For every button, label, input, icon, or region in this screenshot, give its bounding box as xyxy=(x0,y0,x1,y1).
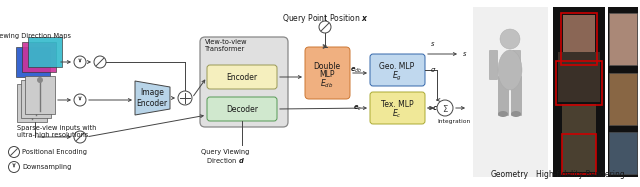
Text: Viewing Direction Maps: Viewing Direction Maps xyxy=(0,33,71,39)
Text: $E_g$: $E_g$ xyxy=(392,69,402,82)
FancyBboxPatch shape xyxy=(305,47,350,99)
Text: $\boldsymbol{c}$: $\boldsymbol{c}$ xyxy=(432,104,438,112)
FancyBboxPatch shape xyxy=(200,37,288,127)
Circle shape xyxy=(29,85,35,91)
Circle shape xyxy=(178,91,192,105)
Text: $\sigma$: $\sigma$ xyxy=(430,66,436,74)
Text: $E_c$: $E_c$ xyxy=(392,108,402,120)
FancyBboxPatch shape xyxy=(370,54,425,86)
Bar xyxy=(608,7,638,177)
Circle shape xyxy=(500,29,520,49)
Polygon shape xyxy=(22,42,56,72)
Circle shape xyxy=(319,21,331,33)
Bar xyxy=(473,7,548,177)
Text: Positional Encoding: Positional Encoding xyxy=(22,149,87,155)
Text: Decoder: Decoder xyxy=(226,105,258,114)
Bar xyxy=(563,15,595,57)
Circle shape xyxy=(37,77,43,83)
Text: Query Viewing
Direction $\boldsymbol{d}$: Query Viewing Direction $\boldsymbol{d}$ xyxy=(201,149,249,165)
Circle shape xyxy=(94,56,106,68)
Bar xyxy=(558,52,600,102)
Bar xyxy=(561,13,597,65)
Text: Geo. MLP: Geo. MLP xyxy=(380,62,415,70)
Text: $\Sigma$: $\Sigma$ xyxy=(442,102,449,114)
Bar xyxy=(556,61,602,105)
Text: Encoder: Encoder xyxy=(227,73,257,82)
Text: Tex. MLP: Tex. MLP xyxy=(381,99,413,108)
Text: $E_{db}$: $E_{db}$ xyxy=(320,78,333,90)
FancyBboxPatch shape xyxy=(489,50,498,80)
FancyBboxPatch shape xyxy=(498,76,509,116)
Bar xyxy=(17,84,47,122)
Text: Downsampling: Downsampling xyxy=(22,164,72,170)
Polygon shape xyxy=(135,81,170,115)
FancyBboxPatch shape xyxy=(370,92,425,124)
Text: MLP: MLP xyxy=(319,70,335,79)
Circle shape xyxy=(74,56,86,68)
FancyBboxPatch shape xyxy=(512,50,521,80)
Text: Double: Double xyxy=(314,62,340,70)
Bar xyxy=(609,132,637,174)
FancyBboxPatch shape xyxy=(207,97,277,121)
FancyBboxPatch shape xyxy=(207,65,277,89)
Text: Geometry: Geometry xyxy=(491,170,529,179)
Polygon shape xyxy=(16,47,50,77)
Circle shape xyxy=(437,100,453,116)
Ellipse shape xyxy=(511,111,521,117)
Text: $s$: $s$ xyxy=(430,40,435,48)
Text: $\boldsymbol{e}_c$: $\boldsymbol{e}_c$ xyxy=(353,103,362,113)
Circle shape xyxy=(8,162,19,172)
Text: View-to-view
Transformer: View-to-view Transformer xyxy=(205,39,248,52)
Circle shape xyxy=(33,81,39,87)
Circle shape xyxy=(74,131,86,143)
Bar xyxy=(562,104,596,172)
Polygon shape xyxy=(28,37,62,67)
Text: High-fidelity Rendering: High-fidelity Rendering xyxy=(536,170,625,179)
Bar xyxy=(25,76,55,114)
Text: $\boldsymbol{e}_{db}$: $\boldsymbol{e}_{db}$ xyxy=(350,65,362,75)
Bar xyxy=(562,134,596,174)
FancyBboxPatch shape xyxy=(511,76,522,116)
Ellipse shape xyxy=(498,111,508,117)
Ellipse shape xyxy=(498,50,522,90)
Text: Image
Encoder: Image Encoder xyxy=(136,88,168,108)
Bar xyxy=(609,13,637,65)
Bar xyxy=(21,80,51,118)
Circle shape xyxy=(8,146,19,157)
Bar xyxy=(553,7,605,177)
Text: Sparse-view inputs with
ultra-high resolutions: Sparse-view inputs with ultra-high resol… xyxy=(17,125,97,138)
Text: Integration: Integration xyxy=(437,119,470,124)
Text: Query Point Position $\boldsymbol{x}$: Query Point Position $\boldsymbol{x}$ xyxy=(282,12,369,25)
Circle shape xyxy=(74,94,86,106)
Text: $s$: $s$ xyxy=(462,50,467,58)
Bar xyxy=(609,73,637,125)
